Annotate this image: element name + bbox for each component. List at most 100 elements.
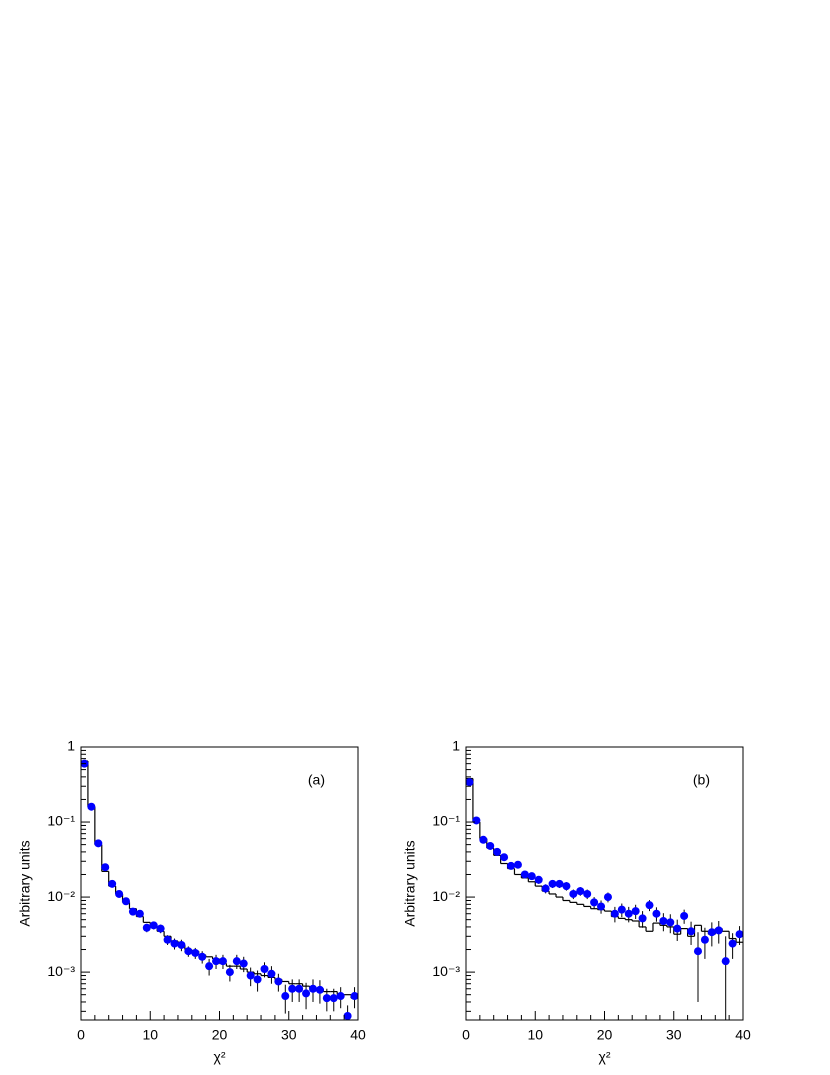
x-tick-label: 20: [212, 1027, 228, 1043]
data-point: [541, 884, 550, 893]
data-point: [486, 841, 495, 850]
data-point: [128, 907, 137, 916]
data-point: [610, 909, 619, 918]
data-point: [87, 802, 96, 811]
data-point: [350, 992, 358, 1001]
data-point: [205, 962, 214, 971]
data-point: [288, 984, 297, 993]
data-point: [101, 863, 110, 872]
y-tick-label: 10⁻¹: [47, 813, 75, 829]
data-point: [493, 847, 502, 856]
data-point: [513, 860, 522, 869]
data-point: [212, 957, 221, 966]
data-point: [336, 992, 345, 1001]
data-point: [472, 816, 481, 825]
data-point: [673, 924, 682, 933]
data-point: [590, 898, 599, 907]
data-point: [218, 957, 227, 966]
chart-panel: 0 10 20 30 40 10⁻³ 10⁻² 10⁻¹ 1 (b) χ² Arbitrary uni…: [402, 738, 751, 1065]
data-point: [721, 957, 730, 966]
data-point: [707, 928, 716, 937]
data-point: [315, 985, 324, 994]
data-point: [274, 977, 283, 986]
data-point: [569, 889, 578, 898]
data-point: [534, 875, 543, 884]
data-point: [548, 879, 557, 888]
data-point: [687, 927, 696, 936]
data-point: [246, 971, 255, 980]
data-point: [108, 879, 117, 888]
y-tick-label: 10⁻²: [47, 888, 75, 904]
x-tick-label: 10: [142, 1027, 158, 1043]
y-tick-label: 1: [452, 738, 460, 754]
data-point: [142, 923, 151, 932]
x-tick-label: 40: [350, 1027, 366, 1043]
data-point: [198, 952, 207, 961]
data-point: [163, 935, 172, 944]
data-point: [479, 835, 488, 844]
data-point: [225, 968, 234, 977]
data-point: [666, 918, 675, 927]
data-point: [638, 914, 647, 923]
data-point: [714, 926, 723, 935]
data-point: [631, 907, 640, 916]
plot-frame: [465, 746, 744, 1021]
x-tick-label: 0: [462, 1027, 470, 1043]
y-tick-label: 10⁻³: [432, 963, 460, 979]
data-point: [156, 924, 165, 933]
data-point: [555, 879, 564, 888]
data-point: [295, 984, 304, 993]
data-point: [253, 975, 262, 984]
data-point: [507, 861, 516, 870]
x-tick-label: 40: [735, 1027, 751, 1043]
data-point: [597, 902, 606, 911]
data-point: [527, 872, 536, 881]
y-tick-label: 10⁻³: [47, 963, 75, 979]
y-axis-label: Arbitrary units: [402, 840, 418, 926]
data-point: [281, 992, 290, 1001]
x-tick-label: 20: [597, 1027, 613, 1043]
annotation: (b): [693, 772, 710, 788]
data-point: [267, 969, 276, 978]
data-point: [735, 930, 743, 939]
data-point: [260, 965, 269, 974]
data-point: [693, 947, 702, 956]
x-axis-label: χ²: [598, 1049, 610, 1065]
data-point: [94, 839, 103, 848]
data-point: [700, 935, 709, 944]
x-tick-label: 10: [527, 1027, 543, 1043]
data-point: [624, 909, 633, 918]
data-point: [466, 778, 474, 787]
y-axis-label: Arbitrary units: [17, 840, 33, 926]
data-point: [184, 947, 193, 956]
data-point: [562, 882, 571, 891]
data-point: [617, 905, 626, 914]
data-point: [520, 870, 529, 879]
data-point: [603, 893, 612, 902]
data-point: [583, 889, 592, 898]
data-point: [115, 889, 124, 898]
x-tick-label: 30: [666, 1027, 682, 1043]
data-point: [576, 887, 585, 896]
x-tick-label: 30: [281, 1027, 297, 1043]
data-point: [343, 1012, 352, 1020]
data-point: [308, 984, 317, 993]
data-point: [322, 994, 331, 1003]
plot-area: [81, 759, 358, 1020]
data-point: [170, 939, 179, 948]
data-point: [177, 940, 186, 949]
data-point: [652, 909, 661, 918]
y-tick-label: 10⁻¹: [432, 813, 460, 829]
data-point: [329, 994, 338, 1003]
chart-panel: 0 10 20 30 40 10⁻³ 10⁻² 10⁻¹ 1 (a) χ² Arbitrary uni…: [17, 738, 366, 1065]
x-axis-label: χ²: [213, 1049, 225, 1065]
data-point: [680, 911, 689, 920]
data-point: [232, 957, 241, 966]
plot-frame: [80, 746, 359, 1021]
x-tick-label: 0: [77, 1027, 85, 1043]
data-point: [659, 916, 668, 925]
data-point: [500, 853, 509, 862]
data-point: [728, 939, 737, 948]
data-point: [191, 948, 200, 957]
